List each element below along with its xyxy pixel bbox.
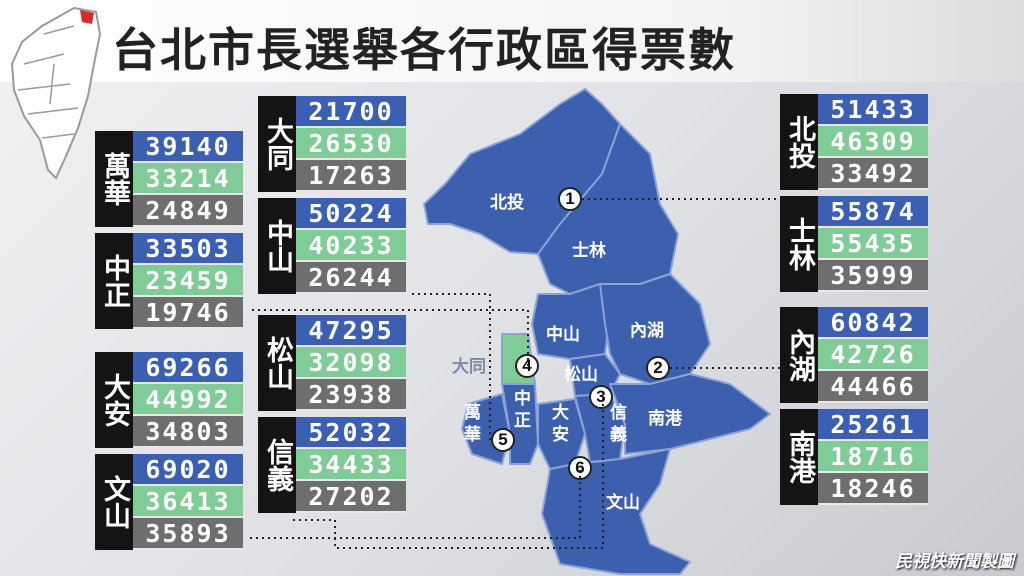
map-label-beitou: 北投	[490, 193, 524, 213]
vote-count-cell: 17263	[296, 160, 406, 192]
vote-count-cell: 33214	[133, 163, 243, 195]
district-name: 萬華	[95, 131, 133, 227]
vote-count-cell: 32098	[296, 347, 406, 379]
district-name: 北投	[780, 94, 818, 190]
district-block: 信義 52032 34433 27202	[258, 417, 406, 513]
vote-count-cell: 52032	[296, 417, 406, 449]
page-title: 台北市長選舉各行政區得票數	[112, 23, 736, 77]
map-nangang	[609, 373, 771, 455]
map-label-zhongzheng: 中正	[514, 389, 531, 431]
vote-count-cell: 23459	[133, 265, 243, 297]
district-block: 士林 55874 55435 35999	[780, 196, 928, 292]
title-bar	[0, 0, 1024, 82]
map-label-wenshan: 文山	[606, 493, 640, 513]
vote-count-cell: 50224	[296, 198, 406, 230]
district-block: 文山 69020 36413 35893	[95, 454, 243, 550]
district-name: 中山	[258, 198, 296, 294]
district-name: 文山	[95, 454, 133, 550]
map-label-nangang: 南港	[648, 409, 682, 429]
vote-count-cell: 35999	[818, 260, 928, 292]
district-name: 信義	[258, 417, 296, 513]
taiwan-map-icon	[10, 6, 102, 180]
vote-count-cell: 35893	[133, 518, 243, 550]
vote-count-cell: 33503	[133, 233, 243, 265]
vote-count-cell: 23938	[296, 379, 406, 411]
vote-count-cell: 55435	[818, 228, 928, 260]
district-name: 內湖	[780, 307, 818, 403]
map-label-neihu: 內湖	[630, 321, 664, 341]
district-name: 士林	[780, 196, 818, 292]
vote-count-cell: 60842	[818, 307, 928, 339]
connector-5	[410, 293, 491, 440]
vote-count-cell: 69020	[133, 454, 243, 486]
district-block: 大同 21700 26530 17263	[258, 96, 406, 192]
vote-count-cell: 34803	[133, 416, 243, 448]
vote-count-cell: 44466	[818, 371, 928, 403]
vote-count-cell: 24849	[133, 195, 243, 227]
vote-count-cell: 39140	[133, 131, 243, 163]
district-name: 大同	[258, 96, 296, 192]
connector-4	[248, 309, 529, 366]
marker-2: 2	[646, 356, 670, 380]
vote-count-cell: 69266	[133, 352, 243, 384]
vote-count-cell: 46309	[818, 126, 928, 158]
marker-6: 6	[568, 456, 592, 480]
vote-count-cell: 19746	[133, 297, 243, 329]
district-name: 南港	[780, 409, 818, 505]
map-wenshan	[541, 448, 691, 575]
vote-count-cell: 34433	[296, 449, 406, 481]
vote-count-cell: 18716	[818, 441, 928, 473]
vote-count-cell: 26244	[296, 262, 406, 294]
district-name: 大安	[95, 352, 133, 448]
logo-text: 民視快新聞製圖	[895, 552, 1014, 572]
district-block: 中山 50224 40233 26244	[258, 198, 406, 294]
district-block: 萬華 39140 33214 24849	[95, 131, 243, 227]
vote-count-cell: 25261	[818, 409, 928, 441]
district-name: 松山	[258, 315, 296, 411]
district-name: 中正	[95, 233, 133, 329]
vote-count-cell: 27202	[296, 481, 406, 513]
connector-6	[248, 470, 581, 539]
marker-1: 1	[558, 187, 582, 211]
vote-count-cell: 40233	[296, 230, 406, 262]
vote-count-cell: 21700	[296, 96, 406, 128]
vote-count-cell: 44992	[133, 384, 243, 416]
map-label-zhongshan: 中山	[546, 325, 580, 345]
map-label-daan: 大安	[552, 403, 569, 445]
vote-count-cell: 51433	[818, 94, 928, 126]
map-label-shilin: 士林	[572, 241, 606, 261]
district-block: 中正 33503 23459 19746	[95, 233, 243, 329]
district-block: 松山 47295 32098 23938	[258, 315, 406, 411]
marker-5: 5	[491, 428, 515, 452]
district-block: 內湖 60842 42726 44466	[780, 307, 928, 403]
map-label-datong: 大同	[452, 357, 486, 377]
vote-count-cell: 36413	[133, 486, 243, 518]
vote-count-cell: 55874	[818, 196, 928, 228]
vote-count-cell: 42726	[818, 339, 928, 371]
map-label-songshan: 松山	[564, 365, 598, 385]
map-label-xinyi: 信義	[610, 403, 627, 445]
vote-count-cell: 26530	[296, 128, 406, 160]
district-block: 北投 51433 46309 33492	[780, 94, 928, 190]
vote-count-cell: 33492	[818, 158, 928, 190]
marker-3: 3	[589, 385, 613, 409]
vote-count-cell: 18246	[818, 473, 928, 505]
district-block: 大安 69266 44992 34803	[95, 352, 243, 448]
vote-count-cell: 47295	[296, 315, 406, 347]
map-label-wanhua: 萬華	[464, 403, 481, 445]
district-block: 南港 25261 18716 18246	[780, 409, 928, 505]
